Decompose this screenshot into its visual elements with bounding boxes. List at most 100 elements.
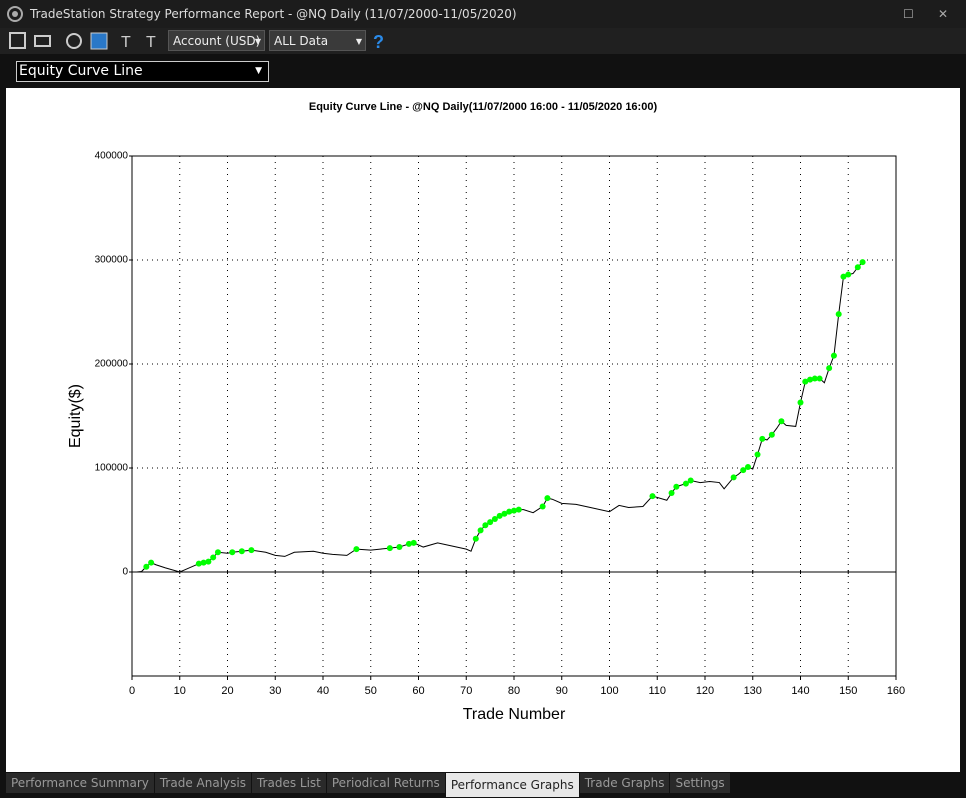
x-tick-label: 80 xyxy=(508,685,520,697)
new-high-marker xyxy=(649,493,656,500)
new-high-marker xyxy=(816,375,823,382)
new-high-marker xyxy=(673,483,680,490)
window-title: TradeStation Strategy Performance Report… xyxy=(30,7,517,21)
close-button[interactable]: ✕ xyxy=(938,7,949,21)
dropdown-arrow: ▼ xyxy=(254,37,261,46)
save-icon[interactable] xyxy=(9,32,26,49)
new-high-marker xyxy=(482,522,489,529)
new-high-marker xyxy=(477,527,484,534)
tab[interactable]: Trade Analysis xyxy=(154,773,251,793)
new-high-marker xyxy=(506,508,513,515)
new-high-marker xyxy=(195,560,202,567)
x-tick-label: 0 xyxy=(129,685,135,697)
new-high-marker xyxy=(405,540,412,547)
new-high-marker xyxy=(682,480,689,487)
app-icon xyxy=(7,6,23,22)
new-high-marker xyxy=(143,563,150,570)
tab[interactable]: Periodical Returns xyxy=(326,773,445,793)
equity-line xyxy=(136,261,863,573)
new-high-marker xyxy=(214,549,221,556)
new-high-marker xyxy=(410,539,417,546)
new-high-marker xyxy=(210,554,217,561)
new-high-marker xyxy=(501,510,508,517)
dropdown-arrow: ▼ xyxy=(355,37,362,46)
x-tick-label: 130 xyxy=(744,685,762,697)
new-high-marker xyxy=(778,418,785,425)
tab[interactable]: Performance Summary xyxy=(6,773,154,793)
y-axis-label: Equity($) xyxy=(67,384,84,448)
new-high-marker xyxy=(396,544,403,551)
refresh-icon[interactable] xyxy=(66,33,82,49)
new-high-marker xyxy=(386,545,393,552)
new-high-marker xyxy=(353,546,360,553)
new-high-marker xyxy=(754,451,761,458)
title-bar: TradeStation Strategy Performance Report… xyxy=(0,0,966,28)
new-high-marker xyxy=(515,506,522,513)
settings-icon[interactable] xyxy=(90,32,108,50)
x-tick-label: 120 xyxy=(696,685,714,697)
new-high-marker xyxy=(238,548,245,555)
new-high-marker xyxy=(859,259,866,266)
new-high-marker xyxy=(539,503,546,510)
view-value: Equity Curve Line xyxy=(19,63,143,79)
new-high-marker xyxy=(759,435,766,442)
x-tick-label: 70 xyxy=(460,685,472,697)
tab[interactable]: Trade Graphs xyxy=(579,773,670,793)
new-high-marker xyxy=(830,352,837,359)
x-tick-label: 90 xyxy=(556,685,568,697)
new-high-marker xyxy=(811,375,818,382)
help-icon[interactable]: ? xyxy=(372,31,386,51)
new-high-marker xyxy=(802,378,809,385)
new-high-marker xyxy=(826,365,833,372)
x-tick-label: 50 xyxy=(365,685,377,697)
x-tick-label: 10 xyxy=(174,685,186,697)
x-tick-label: 150 xyxy=(839,685,857,697)
svg-text:?: ? xyxy=(373,32,384,51)
new-high-marker xyxy=(472,535,479,542)
new-high-marker xyxy=(511,507,517,514)
account-dropdown[interactable]: Account (USD) ▼ xyxy=(168,30,265,51)
account-value: Account (USD) xyxy=(173,34,261,48)
y-tick-label: 100000 xyxy=(95,463,129,474)
tab[interactable]: Trades List xyxy=(251,773,326,793)
x-tick-label: 100 xyxy=(600,685,618,697)
new-high-marker xyxy=(835,311,842,318)
y-tick-label: 0 xyxy=(122,567,128,578)
y-tick-label: 200000 xyxy=(95,359,129,370)
x-tick-label: 20 xyxy=(221,685,233,697)
tab[interactable]: Settings xyxy=(670,773,730,793)
chart: Equity Curve Line - @NQ Daily(11/07/2000… xyxy=(67,101,905,723)
font-icon[interactable]: T xyxy=(121,34,131,51)
new-high-marker xyxy=(807,376,814,383)
toolbar-icons: T T xyxy=(9,32,156,51)
print-icon[interactable] xyxy=(34,35,51,47)
new-high-marker xyxy=(200,559,207,566)
range-dropdown[interactable]: ALL Data ▼ xyxy=(269,30,366,51)
x-tick-label: 160 xyxy=(887,685,905,697)
new-high-marker xyxy=(496,512,503,519)
view-dropdown[interactable]: Equity Curve Line ▼ xyxy=(16,61,269,82)
new-high-marker xyxy=(668,489,675,496)
chart-panel xyxy=(6,88,960,772)
new-high-marker xyxy=(544,495,551,502)
new-high-marker xyxy=(205,558,212,565)
y-tick-label: 400000 xyxy=(95,151,129,162)
x-tick-label: 140 xyxy=(791,685,809,697)
tab[interactable]: Performance Graphs xyxy=(445,773,579,797)
chart-title: Equity Curve Line - @NQ Daily(11/07/2000… xyxy=(309,101,658,113)
x-tick-label: 60 xyxy=(412,685,424,697)
toolbar: T T ? xyxy=(0,28,966,54)
new-high-marker xyxy=(744,463,751,470)
new-high-marker xyxy=(840,273,847,280)
new-high-marker xyxy=(248,547,255,554)
tab-bar: Performance Summary Trade Analysis Trades … xyxy=(6,773,960,798)
font-icon[interactable]: T xyxy=(146,34,156,51)
new-high-marker xyxy=(229,549,236,556)
new-high-marker xyxy=(845,271,852,278)
maximize-button[interactable]: ☐ xyxy=(903,7,914,21)
x-tick-label: 110 xyxy=(648,685,666,697)
x-tick-label: 40 xyxy=(317,685,329,697)
new-high-marker xyxy=(797,399,804,406)
new-high-marker xyxy=(730,474,737,481)
